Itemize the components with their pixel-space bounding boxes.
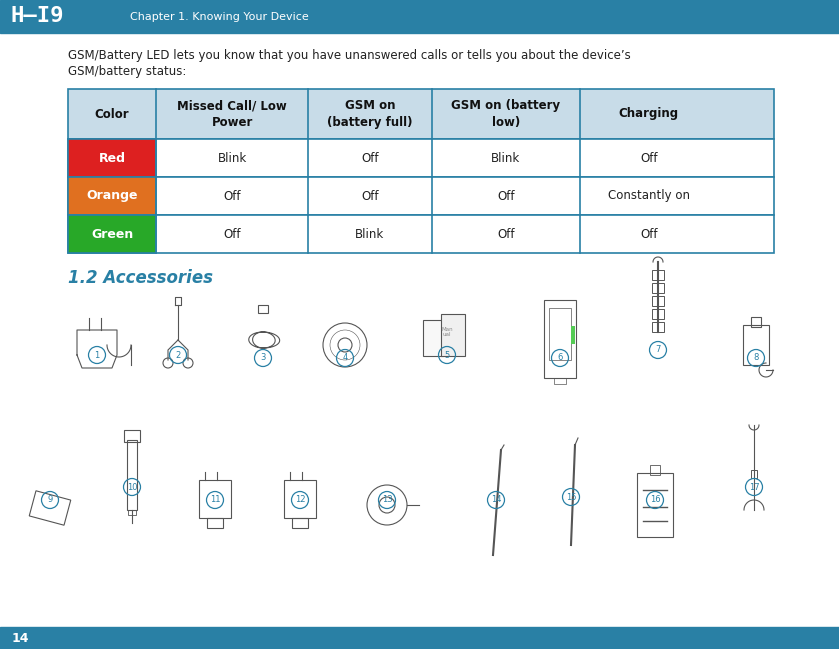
Text: Color: Color <box>95 108 129 121</box>
Bar <box>549 308 571 360</box>
Text: 14: 14 <box>12 631 29 644</box>
Bar <box>68 215 156 253</box>
Bar <box>637 473 673 537</box>
Bar <box>68 177 156 215</box>
Bar <box>68 215 774 253</box>
Bar <box>441 314 465 356</box>
Text: Off: Off <box>497 228 514 241</box>
Bar <box>199 480 231 518</box>
Bar <box>68 89 774 139</box>
Text: H–I9: H–I9 <box>10 6 64 27</box>
Text: 7: 7 <box>655 345 660 354</box>
Text: Orange: Orange <box>86 190 138 202</box>
Bar <box>652 322 664 332</box>
Text: Chapter 1. Knowing Your Device: Chapter 1. Knowing Your Device <box>130 12 309 21</box>
Bar <box>650 465 660 475</box>
Bar <box>423 320 443 356</box>
Bar <box>68 139 774 177</box>
Text: 15: 15 <box>565 493 576 502</box>
Text: GSM on
(battery full): GSM on (battery full) <box>327 99 413 129</box>
Bar <box>652 309 664 319</box>
Bar <box>68 139 156 177</box>
Bar <box>652 283 664 293</box>
Text: 14: 14 <box>491 495 501 504</box>
Text: Off: Off <box>640 228 658 241</box>
Bar <box>258 305 268 313</box>
Text: Man
ual: Man ual <box>441 326 453 337</box>
Bar <box>743 325 769 365</box>
Bar <box>68 177 774 215</box>
Text: 16: 16 <box>649 495 660 504</box>
Text: 1.2 Accessories: 1.2 Accessories <box>68 269 213 287</box>
Bar <box>571 326 575 344</box>
Text: 12: 12 <box>294 495 305 504</box>
Text: 9: 9 <box>47 495 53 504</box>
Text: 5: 5 <box>445 350 450 360</box>
Bar <box>127 440 137 510</box>
Text: Blink: Blink <box>355 228 384 241</box>
Text: Off: Off <box>361 190 378 202</box>
Bar <box>128 510 136 515</box>
Text: 3: 3 <box>260 354 266 363</box>
Text: Missed Call/ Low
Power: Missed Call/ Low Power <box>177 99 287 129</box>
Bar <box>292 518 308 528</box>
Text: 1: 1 <box>94 350 100 360</box>
Bar <box>0 0 839 33</box>
Text: Blink: Blink <box>491 151 520 164</box>
Text: Off: Off <box>223 228 241 241</box>
Text: GSM on (battery
low): GSM on (battery low) <box>451 99 560 129</box>
Text: 8: 8 <box>753 354 758 363</box>
Text: Green: Green <box>91 228 133 241</box>
Bar <box>751 317 761 327</box>
Bar <box>0 627 839 649</box>
Bar <box>284 480 316 518</box>
Bar <box>544 300 576 378</box>
Bar <box>124 430 140 442</box>
Bar <box>207 518 223 528</box>
Text: 6: 6 <box>557 354 563 363</box>
Bar <box>751 470 757 478</box>
Text: Off: Off <box>497 190 514 202</box>
Text: GSM/Battery LED lets you know that you have unanswered calls or tells you about : GSM/Battery LED lets you know that you h… <box>68 49 631 62</box>
Text: Charging: Charging <box>618 108 679 121</box>
Text: 11: 11 <box>210 495 221 504</box>
Text: 10: 10 <box>127 482 138 491</box>
Text: Blink: Blink <box>217 151 247 164</box>
Text: 13: 13 <box>382 495 393 504</box>
Text: 4: 4 <box>342 354 347 363</box>
Bar <box>652 296 664 306</box>
Text: Red: Red <box>99 151 126 164</box>
Text: Off: Off <box>223 190 241 202</box>
Text: Off: Off <box>361 151 378 164</box>
Text: GSM/battery status:: GSM/battery status: <box>68 65 186 78</box>
Text: 2: 2 <box>175 350 180 360</box>
Bar <box>652 270 664 280</box>
Text: 17: 17 <box>748 482 759 491</box>
Bar <box>554 378 566 384</box>
Text: Constantly on: Constantly on <box>607 190 690 202</box>
Text: Off: Off <box>640 151 658 164</box>
Bar <box>29 491 70 525</box>
